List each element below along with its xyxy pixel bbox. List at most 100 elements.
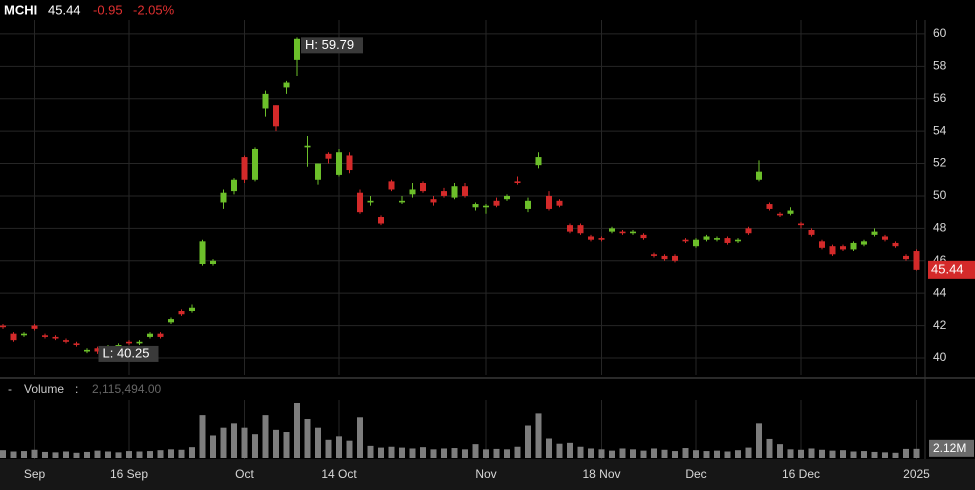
volume-bar	[178, 449, 185, 458]
volume-bar	[787, 449, 794, 458]
volume-bar	[504, 449, 510, 458]
volume-bar	[325, 439, 332, 458]
candle-body	[504, 195, 510, 200]
volume-bar	[241, 427, 248, 458]
candle-body	[661, 255, 668, 260]
candle-body	[829, 246, 836, 255]
volume-tag	[929, 439, 974, 457]
candle-body	[283, 82, 290, 88]
volume-bar	[31, 449, 38, 458]
volume-bar	[441, 448, 447, 458]
candle-body	[871, 231, 878, 235]
candle-body	[336, 152, 342, 175]
volume-bar	[556, 443, 563, 458]
volume-bar	[514, 446, 521, 458]
change-pct: -2.05%	[133, 2, 175, 17]
candle-body	[21, 333, 27, 336]
y-tick-label: 52	[933, 156, 947, 170]
volume-bar	[745, 447, 752, 458]
candle-body	[168, 319, 174, 323]
volume-bar	[262, 415, 269, 458]
candle-body	[126, 341, 132, 344]
volume-bar	[756, 423, 762, 458]
candle-body	[252, 148, 258, 180]
volume-bar	[84, 451, 90, 458]
candle-body	[514, 181, 521, 183]
y-tick-label: 56	[933, 91, 947, 105]
x-tick-label: Dec	[685, 467, 706, 481]
candle-body	[420, 182, 426, 192]
candle-body	[451, 186, 458, 198]
volume-bar	[199, 415, 206, 458]
candle-body	[462, 186, 468, 196]
volume-bar	[829, 450, 836, 458]
candle-body	[850, 242, 857, 250]
volume-bar	[231, 423, 237, 458]
low-annotation: L: 40.25	[103, 345, 150, 360]
x-tick-label: 16 Dec	[782, 467, 820, 481]
volume-bar	[157, 450, 164, 458]
volume-panel	[0, 403, 920, 458]
candle-body	[325, 153, 332, 159]
candle-body	[210, 260, 216, 265]
candle-body	[567, 225, 573, 232]
volume-bar	[693, 450, 699, 458]
candle-body	[787, 210, 794, 214]
candle-body	[693, 239, 699, 247]
volume-bar	[336, 436, 342, 458]
high-annotation: H: 59.79	[305, 37, 354, 52]
volume-bar	[315, 427, 321, 458]
change: -0.95	[93, 2, 123, 17]
candle-body	[703, 236, 710, 240]
volume-bar	[619, 448, 626, 458]
candle-body	[892, 242, 899, 247]
candle-body	[115, 345, 122, 347]
candle-body	[472, 204, 479, 208]
candle-body	[136, 341, 143, 344]
candle-body	[903, 255, 909, 260]
candle-body	[441, 191, 447, 196]
volume-bar	[105, 451, 111, 458]
candle-body	[630, 231, 636, 234]
candle-body	[651, 254, 657, 256]
candle-body	[304, 145, 311, 148]
volume-bar	[420, 447, 426, 458]
candle-body	[525, 200, 531, 209]
candle-body	[777, 213, 783, 216]
volume-colon: :	[75, 382, 78, 396]
volume-bar	[168, 449, 174, 458]
volume-bar	[73, 452, 80, 458]
volume-bar	[766, 438, 773, 458]
candle-body	[157, 333, 164, 337]
y-tick-label: 40	[933, 350, 947, 364]
candle-body	[294, 38, 300, 60]
x-tick-label: Nov	[475, 467, 496, 481]
volume-bar	[115, 452, 122, 458]
volume-bar	[840, 450, 846, 458]
last-price-tag-label: 45.44	[931, 261, 964, 276]
candle-body	[52, 336, 59, 339]
candle-body	[10, 333, 17, 341]
volume-bar	[10, 451, 17, 458]
y-tick-label: 58	[933, 59, 947, 73]
volume-bar	[483, 449, 489, 458]
candle-body	[577, 225, 584, 234]
candle-body	[640, 234, 647, 239]
volume-bar	[609, 450, 615, 458]
volume-name: Volume	[24, 382, 64, 396]
volume-bar	[357, 417, 363, 458]
volume-tag-label: 2.12M	[933, 441, 966, 455]
volume-bar	[546, 438, 552, 458]
candle-body	[609, 228, 615, 232]
volume-bar	[220, 427, 227, 458]
last-price: 45.44	[48, 2, 81, 17]
volume-bar	[378, 447, 384, 458]
candle-body	[535, 157, 542, 166]
volume-bar	[21, 451, 27, 458]
candle-body	[840, 246, 846, 250]
volume-bar	[724, 451, 731, 458]
volume-bar	[588, 448, 594, 458]
symbol: MCHI	[4, 2, 37, 17]
